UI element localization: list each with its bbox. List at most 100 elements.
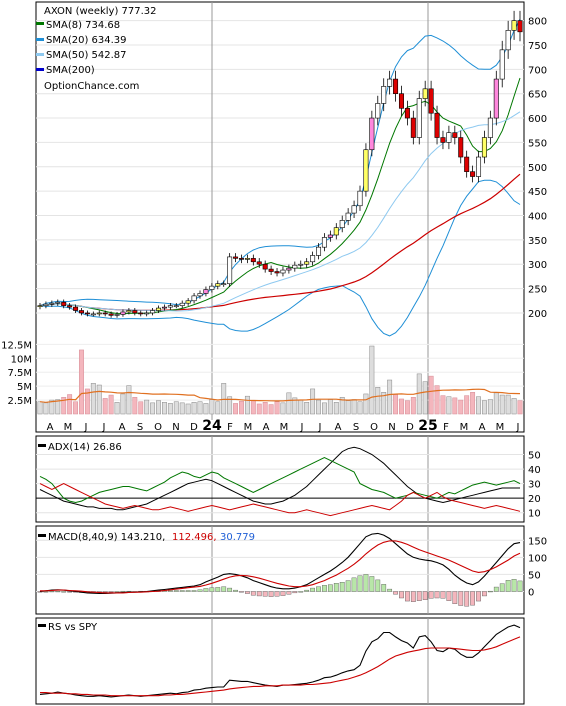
macd-histogram-bar: [209, 587, 215, 592]
volume-bar: [67, 394, 73, 415]
macd-histogram-bar: [49, 590, 55, 593]
candle-body: [316, 246, 322, 256]
price-tick-label: 700: [528, 65, 547, 76]
volume-tick-label: 7.5M: [7, 368, 32, 379]
x-tick-label: D: [190, 422, 198, 433]
rs-title: RS vs SPY: [48, 622, 98, 633]
candle-body: [292, 264, 298, 269]
volume-bar: [239, 400, 244, 415]
adx-tick-label: 10: [528, 509, 541, 520]
macd-histogram-bar: [452, 591, 458, 605]
candle-body: [179, 302, 185, 306]
macd-histogram-bar: [440, 591, 446, 599]
candle-body: [55, 301, 61, 304]
macd-histogram-bar: [327, 584, 333, 592]
candle-body: [227, 256, 233, 285]
macd-histogram-bar: [173, 590, 179, 592]
candle-body: [49, 302, 55, 305]
macd-histogram-bar: [345, 580, 351, 592]
candle-body: [298, 263, 304, 266]
macd-histogram-bar: [399, 591, 404, 599]
candle-body: [310, 255, 316, 263]
price-tick-label: 250: [528, 285, 547, 296]
candle-body: [511, 20, 517, 31]
volume-bar: [345, 400, 351, 415]
volume-bar: [434, 385, 440, 415]
macd-tick-label: 0: [528, 588, 534, 599]
candle-body: [470, 171, 476, 177]
candle-body: [197, 293, 203, 297]
macd-histogram-label: 30.779: [220, 532, 255, 543]
x-tick-label: 24: [202, 418, 222, 434]
candle-body: [505, 30, 511, 51]
candle-body: [481, 137, 487, 158]
volume-bar: [357, 401, 363, 415]
volume-bar: [233, 403, 239, 415]
x-tick-label: M: [460, 422, 469, 433]
macd-histogram-bar: [357, 575, 363, 592]
rs-title-swatch: [38, 624, 46, 627]
x-tick-label: J: [102, 422, 106, 433]
volume-bar: [404, 400, 410, 415]
macd-histogram-bar: [280, 591, 286, 596]
volume-bar: [327, 399, 333, 415]
candle-body: [108, 313, 114, 316]
candle-body: [416, 98, 422, 138]
price-legend: AXON (weekly) 777.32 SMA(8) 734.68 SMA(2…: [36, 6, 157, 92]
macd-histogram-bar: [304, 589, 310, 592]
candle-body: [404, 108, 410, 119]
macd-histogram-bar: [351, 577, 357, 592]
volume-bar: [126, 385, 132, 415]
macd-histogram-bar: [120, 590, 126, 593]
candle-body: [446, 132, 452, 143]
candle-body: [120, 311, 126, 315]
volume-bar: [363, 393, 369, 415]
candle-body: [517, 20, 523, 33]
macd-histogram-bar: [393, 591, 398, 595]
candle-body: [185, 300, 191, 304]
macd-tick-label: 150: [528, 536, 547, 547]
x-tick-label: J: [318, 422, 322, 433]
legend-swatch-sma50: [36, 53, 44, 56]
volume-bar: [292, 397, 298, 415]
candle-body: [274, 271, 280, 274]
volume-bar: [274, 401, 280, 415]
x-tick-label: N: [388, 422, 395, 433]
candle-body: [37, 305, 43, 307]
x-tick-label: O: [370, 422, 378, 433]
volume-bar: [203, 403, 209, 415]
volume-tick-label: 2.5M: [7, 396, 32, 407]
price-tick-label: 400: [528, 212, 547, 223]
volume-bar: [505, 394, 511, 415]
macd-histogram-bar: [191, 590, 197, 592]
candle-body: [464, 156, 470, 172]
volume-bar: [197, 401, 203, 415]
price-tick-label: 800: [528, 17, 547, 28]
volume-bar: [321, 402, 327, 415]
volume-bar: [150, 402, 156, 415]
macd-histogram-bar: [322, 585, 327, 592]
candle-body: [173, 305, 179, 307]
volume-bar: [250, 400, 256, 415]
volume-bar: [280, 402, 286, 415]
x-tick-label: F: [443, 422, 449, 433]
volume-bar: [316, 399, 321, 415]
macd-histogram-bar: [458, 591, 464, 606]
candle-body: [280, 269, 286, 274]
adx-series-line: [39, 456, 521, 504]
macd-histogram-bar: [482, 591, 487, 597]
adx-title-swatch: [38, 444, 46, 447]
macd-histogram-bar: [108, 591, 114, 593]
x-tick-label: J: [516, 422, 520, 433]
candle-body: [393, 78, 399, 94]
volume-bar: [262, 402, 268, 415]
adx-tick-label: 50: [528, 451, 541, 462]
price-panel-frame: [35, 1, 525, 433]
volume-bar: [61, 397, 67, 415]
x-tick-label: N: [172, 422, 179, 433]
volume-bar: [428, 375, 434, 415]
adx-series-line: [39, 446, 520, 511]
volume-bar: [144, 399, 150, 415]
candle-body: [67, 305, 73, 308]
macd-histogram-bar: [470, 591, 475, 606]
